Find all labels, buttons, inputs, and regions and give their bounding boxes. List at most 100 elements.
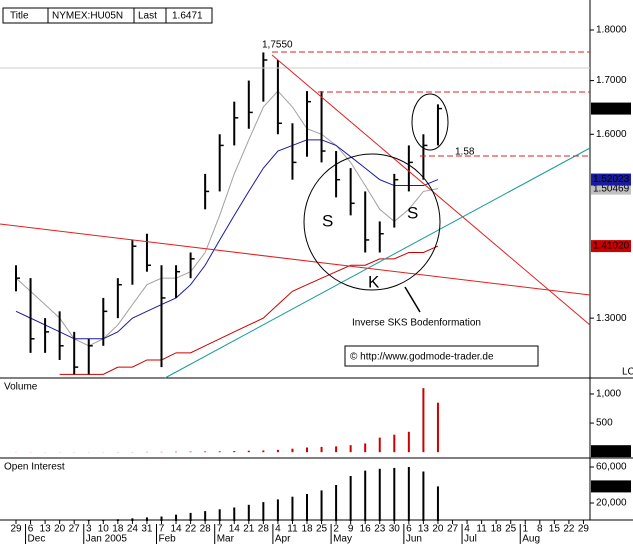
y-tick-label: 1.6000	[596, 129, 627, 140]
last-value-label: 38,451	[593, 481, 624, 492]
x-tick-label: 27	[69, 524, 81, 535]
bar	[364, 470, 367, 521]
x-tick-label: 28	[200, 524, 212, 535]
moving-average	[15, 90, 439, 347]
layers	[15, 52, 442, 521]
bar	[291, 448, 294, 453]
x-tick-label: 9	[348, 524, 354, 535]
pattern-circle	[303, 153, 441, 291]
bar	[364, 443, 367, 453]
x-tick-label: 1	[522, 524, 528, 535]
line-last-label: 1.41020	[593, 241, 630, 252]
month-label: Feb	[159, 534, 177, 544]
y-tick-label: 60,000	[596, 462, 627, 473]
x-tick-label: 20	[54, 524, 66, 535]
last-price-label: 1.6471	[593, 103, 624, 114]
x-tick-label: 28	[258, 524, 270, 535]
header-last: 1.6471	[172, 11, 203, 22]
bar	[422, 388, 425, 453]
x-tick-label: 27	[447, 524, 459, 535]
copyright-box	[344, 345, 539, 367]
y-tick-label: 20,000	[596, 498, 627, 509]
bar	[422, 471, 425, 521]
y-tick-label: 1.7000	[596, 75, 627, 86]
x-tick-label: 31	[141, 524, 153, 535]
x-tick-label: 20	[432, 524, 444, 535]
bar	[393, 434, 396, 453]
bar	[218, 509, 221, 521]
annotation: Inverse SKS Bodenformation	[352, 318, 481, 329]
bar	[335, 485, 338, 521]
trendline	[271, 54, 591, 326]
annotation: S	[407, 203, 418, 222]
x-tick-label: 15	[549, 524, 561, 535]
x-tick-label: 2	[333, 524, 339, 535]
month-label: Aug	[522, 534, 540, 544]
last-value-label-box	[591, 445, 631, 458]
x-tick-label: 18	[301, 524, 313, 535]
x-tick-label: 11	[287, 524, 298, 535]
x-tick-label: 29	[10, 524, 22, 535]
last-price-label-box	[591, 102, 631, 115]
bar	[189, 512, 192, 521]
month-label: Mar	[217, 534, 235, 544]
moving-average	[15, 139, 439, 340]
x-tick-label: 30	[389, 524, 401, 535]
bar	[276, 449, 279, 453]
x-tick-label: 11	[476, 524, 487, 535]
header-label: Last	[138, 11, 157, 22]
trendline	[164, 147, 591, 379]
bar	[218, 451, 221, 453]
bar	[262, 502, 265, 521]
month-label: Jan 2005	[86, 534, 128, 544]
x-tick-label: 7	[159, 524, 165, 535]
bar	[247, 450, 250, 453]
line-last-label-box	[591, 182, 631, 195]
x-tick-label: 6	[28, 524, 34, 535]
bar	[407, 467, 410, 521]
header-box	[165, 7, 213, 24]
line-last-label: 1.52023	[593, 174, 630, 185]
x-tick-label: 4	[275, 524, 281, 535]
trendline	[0, 223, 591, 296]
last-value-label-box	[591, 480, 631, 493]
bar	[378, 437, 381, 453]
annotation: LC	[622, 367, 633, 378]
annotation: 1,7550	[262, 40, 293, 51]
y-tick-label: 1.8000	[596, 25, 627, 36]
x-tick-label: 13	[40, 524, 52, 535]
x-tick-label: 29	[578, 524, 590, 535]
header-symbol: NYMEX:HU05N	[52, 11, 123, 22]
bar	[436, 486, 439, 521]
bar	[262, 450, 265, 453]
x-tick-label: 3	[86, 524, 92, 535]
bar	[291, 496, 294, 521]
y-tick-label: 1.3000	[596, 313, 627, 324]
x-tick-label: 18	[112, 524, 124, 535]
x-tick-label: 6	[406, 524, 412, 535]
x-tick-label: 14	[229, 524, 241, 535]
x-tick-label: 25	[505, 524, 517, 535]
bar	[335, 446, 338, 453]
copyright: © http://www.godmode-trader.de	[350, 352, 494, 363]
bar	[378, 468, 381, 521]
bar	[145, 517, 148, 521]
bar	[189, 451, 192, 453]
bar	[320, 446, 323, 453]
bar	[349, 476, 352, 521]
x-tick-label: 23	[374, 524, 386, 535]
bar	[233, 507, 236, 521]
panel-title: Volume	[4, 382, 38, 393]
x-tick-label: 13	[418, 524, 430, 535]
line-last-label-box	[591, 240, 631, 253]
bar	[276, 499, 279, 521]
line-last-label: 1.50469	[593, 183, 630, 194]
line-last-label-box	[591, 173, 631, 186]
bar	[393, 467, 396, 521]
bar	[175, 514, 178, 521]
x-tick-label: 14	[170, 524, 182, 535]
y-tick-label: 500	[596, 418, 613, 429]
moving-average	[59, 245, 439, 375]
bar	[349, 445, 352, 453]
